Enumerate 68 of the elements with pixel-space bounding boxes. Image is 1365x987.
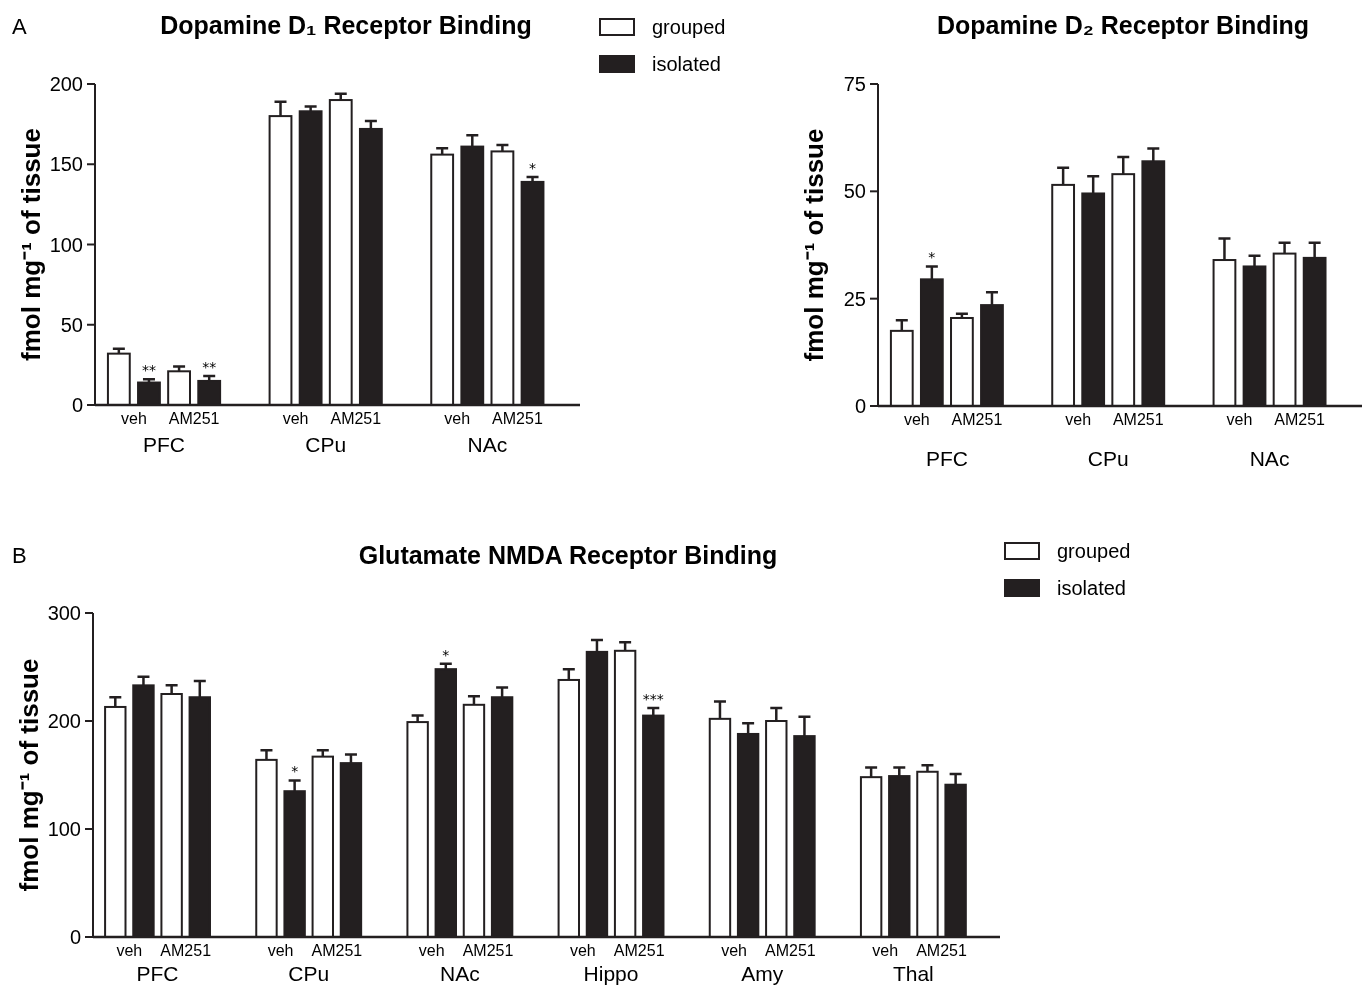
chart-title: Dopamine D₂ Receptor Binding — [936, 11, 1310, 39]
text: PFC — [143, 433, 186, 456]
x-tick-label: AM251 — [1274, 411, 1326, 428]
chart-title: Glutamate NMDA Receptor Binding — [358, 541, 778, 569]
data-label: * — [529, 160, 537, 177]
text: PFC — [925, 447, 968, 470]
x-tick-label: AM251 — [765, 942, 816, 959]
text: B — [12, 543, 27, 568]
data-label: ** — [141, 362, 156, 379]
x-tick-label: veh — [1065, 411, 1092, 428]
y-tick-label: 25 — [843, 287, 866, 310]
x-tick-label: veh — [872, 942, 899, 959]
x-tick-label: veh — [903, 411, 930, 428]
y-tick-label: 75 — [843, 73, 866, 95]
y-tick-label: 300 — [47, 602, 81, 624]
y-tick-label: 50 — [60, 313, 83, 336]
x-tick-label: AM251 — [160, 942, 212, 959]
y-axis-title: fmol mg⁻¹ of tissue — [16, 128, 46, 361]
text: A — [12, 14, 27, 39]
text: Hippo — [583, 962, 639, 985]
data-label: * — [442, 646, 450, 663]
legend-label: grouped — [652, 16, 726, 38]
text: Amy — [741, 962, 784, 985]
y-tick-label: 100 — [47, 818, 81, 840]
legend-label: isolated — [652, 53, 721, 75]
legend-label: isolated — [1057, 577, 1126, 599]
y-tick-label: 200 — [47, 710, 81, 732]
legend-label: grouped — [1057, 540, 1131, 562]
x-tick-label: AM251 — [311, 942, 363, 959]
y-tick-label: 150 — [49, 153, 83, 176]
data-label: *** — [642, 691, 664, 708]
x-tick-label: veh — [121, 410, 147, 427]
x-tick-label: veh — [116, 942, 143, 959]
text: NAc — [467, 433, 508, 456]
text: CPu — [288, 962, 330, 985]
x-tick-label: veh — [282, 410, 309, 427]
y-tick-label: 200 — [49, 73, 83, 95]
data-label: * — [291, 763, 299, 780]
x-tick-label: AM251 — [1112, 411, 1164, 428]
x-tick-label: veh — [1226, 411, 1253, 428]
x-tick-label: AM251 — [168, 410, 220, 427]
data-label: ** — [202, 359, 217, 376]
y-tick-label: 100 — [49, 233, 83, 256]
x-tick-label: veh — [721, 942, 747, 959]
data-label: * — [928, 249, 936, 266]
x-tick-label: AM251 — [462, 942, 514, 959]
text: PFC — [136, 962, 179, 985]
x-tick-label: AM251 — [330, 410, 382, 427]
text: Thal — [892, 962, 934, 985]
y-tick-label: 50 — [843, 180, 866, 203]
y-tick-label: 0 — [71, 394, 83, 416]
y-tick-label: 0 — [854, 395, 866, 417]
x-tick-label: veh — [267, 942, 294, 959]
x-tick-label: AM251 — [951, 411, 1003, 428]
text: CPu — [1087, 447, 1129, 470]
text: NAc — [440, 962, 480, 985]
y-axis-title: fmol mg⁻¹ of tissue — [14, 658, 44, 892]
chart-title: Dopamine D₁ Receptor Binding — [160, 11, 532, 39]
y-tick-label: 0 — [69, 926, 81, 948]
x-tick-label: veh — [569, 942, 596, 959]
x-tick-label: AM251 — [492, 410, 543, 427]
text: NAc — [1249, 447, 1290, 470]
y-axis-title: fmol mg⁻¹ of tissue — [799, 128, 829, 362]
x-tick-label: veh — [444, 410, 471, 427]
x-tick-label: AM251 — [613, 942, 665, 959]
text: CPu — [305, 433, 347, 456]
x-tick-label: AM251 — [916, 942, 967, 959]
x-tick-label: veh — [418, 942, 445, 959]
